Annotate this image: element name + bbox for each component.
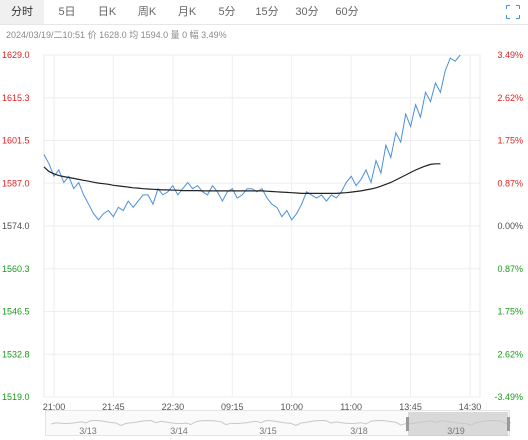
average-price-line [43,163,441,194]
price-tick-label: 1629.0 [2,50,30,60]
percent-tick-label: 3.49% [497,50,523,60]
percent-tick-label: 0.00% [497,221,523,231]
tab-5-day[interactable]: 5日 [58,6,76,18]
percent-tick-label: 2.62% [497,349,523,359]
price-tick-label: 1519.0 [2,392,30,402]
navigator-date-label: 3/14 [170,426,188,436]
tab-60-min[interactable]: 60分 [335,6,359,18]
price-tick-label: 1532.8 [2,349,30,359]
navigator-sparkline [50,419,511,427]
navigator-date-label: 3/19 [447,426,465,436]
percent-tick-label: 1.75% [497,307,523,317]
price-tick-label: 1615.3 [2,93,30,103]
percent-tick-label: 0.87% [497,178,523,188]
navigator-date-label: 3/15 [259,426,277,436]
date-range-navigator[interactable]: 3/13 3/14 3/15 3/18 3/19 [45,410,511,436]
navigator-selection[interactable] [408,412,508,436]
percent-tick-label: -3.49% [494,392,523,402]
navigator-date-label: 3/18 [350,426,368,436]
tab-15-min[interactable]: 15分 [255,6,279,18]
price-tick-label: 1560.3 [2,264,30,274]
period-tab-bar: 分时 5日 日K 周K 月K 5分 15分 30分 60分 [0,0,528,25]
navigator-date-label: 3/13 [79,426,97,436]
tab-5-min[interactable]: 5分 [218,6,236,18]
tab-intraday[interactable]: 分时 [0,0,44,24]
price-tick-label: 1601.5 [2,136,30,146]
price-tick-label: 1574.0 [2,221,30,231]
percent-tick-label: 1.75% [497,136,523,146]
price-tick-label: 1546.5 [2,307,30,317]
plot-frame [43,54,481,398]
navigator-left-handle[interactable] [406,417,409,431]
percent-tick-label: 0.87% [497,264,523,274]
crosshair-info-line: 2024/03/19/二10:51 价 1628.0 均 1594.0 量 0 … [6,30,227,40]
tab-daily-k[interactable]: 日K [97,6,117,18]
fullscreen-icon[interactable] [505,4,520,19]
tab-weekly-k[interactable]: 周K [137,6,157,18]
price-series-line [43,54,461,221]
tab-30-min[interactable]: 30分 [295,6,319,18]
navigator-right-handle[interactable] [507,417,510,431]
percent-tick-label: 2.62% [497,93,523,103]
price-tick-label: 1587.0 [2,178,30,188]
tab-monthly-k[interactable]: 月K [177,6,197,18]
